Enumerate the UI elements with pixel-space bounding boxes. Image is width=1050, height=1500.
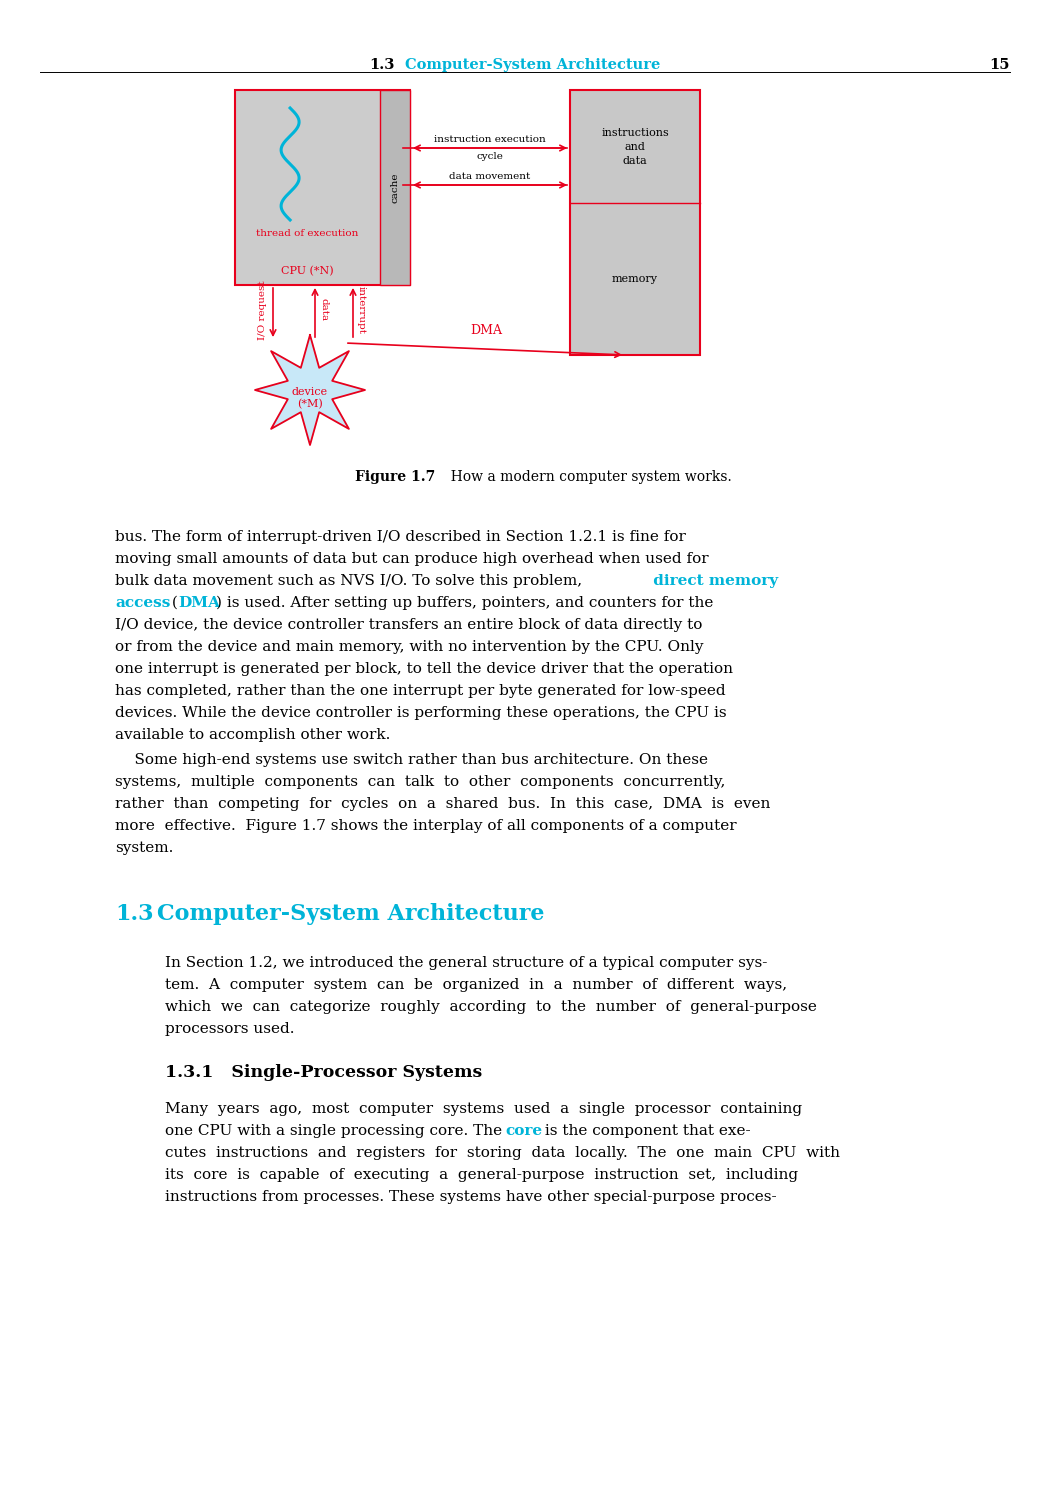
- Text: How a modern computer system works.: How a modern computer system works.: [442, 470, 732, 484]
- Text: tem.  A  computer  system  can  be  organized  in  a  number  of  different  way: tem. A computer system can be organized …: [165, 978, 788, 992]
- Text: 1.3: 1.3: [370, 58, 395, 72]
- Text: (: (: [167, 596, 177, 610]
- Text: I/O request: I/O request: [258, 280, 267, 340]
- Text: Some high-end systems use switch rather than bus architecture. On these: Some high-end systems use switch rather …: [116, 753, 708, 766]
- Text: Computer-System Architecture: Computer-System Architecture: [405, 58, 660, 72]
- Text: direct memory: direct memory: [648, 574, 778, 588]
- Text: device
(*M): device (*M): [292, 387, 328, 410]
- Text: or from the device and main memory, with no intervention by the CPU. Only: or from the device and main memory, with…: [116, 640, 704, 654]
- Text: one CPU with a single processing core. The: one CPU with a single processing core. T…: [165, 1124, 507, 1138]
- Text: instructions
and
data: instructions and data: [601, 128, 669, 165]
- Bar: [570, 90, 700, 356]
- Text: devices. While the device controller is performing these operations, the CPU is: devices. While the device controller is …: [116, 706, 727, 720]
- Text: instructions from processes. These systems have other special-purpose proces-: instructions from processes. These syste…: [165, 1190, 777, 1204]
- Text: 1.3.1   Single-Processor Systems: 1.3.1 Single-Processor Systems: [165, 1064, 482, 1082]
- Text: In Section 1.2, we introduced the general structure of a typical computer sys-: In Section 1.2, we introduced the genera…: [165, 956, 768, 970]
- Text: access: access: [116, 596, 170, 610]
- Text: available to accomplish other work.: available to accomplish other work.: [116, 728, 391, 742]
- Text: rather  than  competing  for  cycles  on  a  shared  bus.  In  this  case,  DMA : rather than competing for cycles on a sh…: [116, 796, 771, 812]
- Bar: [235, 90, 410, 285]
- Bar: [380, 90, 410, 285]
- Text: thread of execution: thread of execution: [256, 228, 359, 237]
- Text: DMA: DMA: [178, 596, 220, 610]
- Text: has completed, rather than the one interrupt per byte generated for low-speed: has completed, rather than the one inter…: [116, 684, 726, 698]
- Text: 1.3: 1.3: [116, 903, 153, 926]
- Text: Computer-System Architecture: Computer-System Architecture: [158, 903, 545, 926]
- Text: data movement: data movement: [449, 172, 530, 182]
- Text: bus. The form of interrupt-driven I/O described in Section 1.2.1 is fine for: bus. The form of interrupt-driven I/O de…: [116, 530, 686, 544]
- Text: interrupt: interrupt: [357, 286, 366, 334]
- Text: one interrupt is generated per block, to tell the device driver that the operati: one interrupt is generated per block, to…: [116, 662, 733, 676]
- Text: cutes  instructions  and  registers  for  storing  data  locally.  The  one  mai: cutes instructions and registers for sto…: [165, 1146, 840, 1160]
- Text: instruction execution: instruction execution: [434, 135, 546, 144]
- Text: more  effective.  Figure 1.7 shows the interplay of all components of a computer: more effective. Figure 1.7 shows the int…: [116, 819, 737, 833]
- Text: data: data: [319, 298, 328, 321]
- Text: Figure 1.7: Figure 1.7: [355, 470, 436, 484]
- Text: ) is used. After setting up buffers, pointers, and counters for the: ) is used. After setting up buffers, poi…: [216, 596, 713, 610]
- Text: moving small amounts of data but can produce high overhead when used for: moving small amounts of data but can pro…: [116, 552, 709, 566]
- Text: core: core: [505, 1124, 542, 1138]
- Text: processors used.: processors used.: [165, 1022, 294, 1036]
- Text: Many  years  ago,  most  computer  systems  used  a  single  processor  containi: Many years ago, most computer systems us…: [165, 1102, 802, 1116]
- Text: cache: cache: [391, 172, 399, 202]
- Text: I/O device, the device controller transfers an entire block of data directly to: I/O device, the device controller transf…: [116, 618, 702, 632]
- Polygon shape: [255, 334, 365, 446]
- Text: CPU (*N): CPU (*N): [281, 266, 334, 276]
- Text: DMA: DMA: [470, 324, 502, 336]
- Text: cycle: cycle: [477, 152, 503, 160]
- Text: which  we  can  categorize  roughly  according  to  the  number  of  general-pur: which we can categorize roughly accordin…: [165, 1000, 817, 1014]
- Text: its  core  is  capable  of  executing  a  general-purpose  instruction  set,  in: its core is capable of executing a gener…: [165, 1168, 798, 1182]
- Text: systems,  multiple  components  can  talk  to  other  components  concurrently,: systems, multiple components can talk to…: [116, 776, 726, 789]
- Text: memory: memory: [612, 274, 658, 284]
- Text: 15: 15: [989, 58, 1010, 72]
- Text: is the component that exe-: is the component that exe-: [540, 1124, 751, 1138]
- Text: bulk data movement such as NVS I/O. To solve this problem,: bulk data movement such as NVS I/O. To s…: [116, 574, 582, 588]
- Text: system.: system.: [116, 842, 173, 855]
